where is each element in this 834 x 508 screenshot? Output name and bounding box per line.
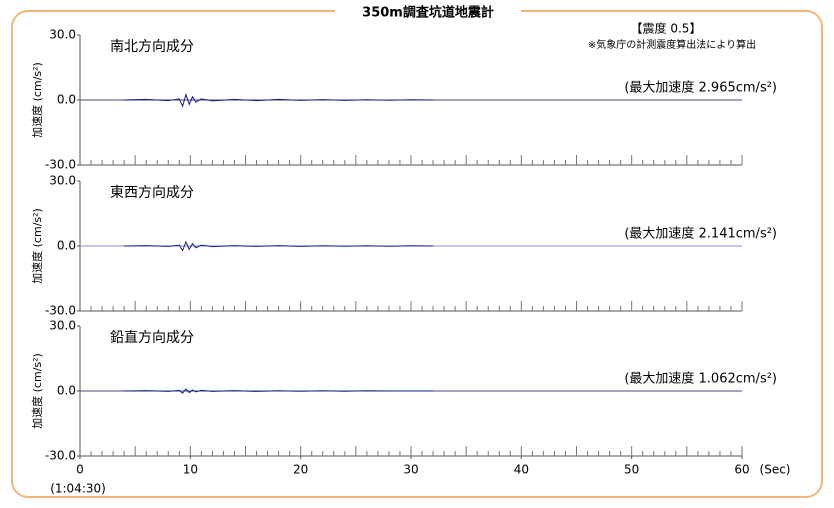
panel-label: 鉛直方向成分 xyxy=(110,329,194,346)
x-tick-label: 60 xyxy=(734,463,749,477)
y-tick-label: 30.0 xyxy=(49,319,76,333)
panel-label: 南北方向成分 xyxy=(110,39,194,55)
intensity: 【震度 0.5】 xyxy=(631,21,702,36)
note: ※気象庁の計測震度算出法により算出 xyxy=(588,38,756,51)
y-axis-label: 加速度 (cm/s²) xyxy=(30,208,44,284)
max-label: (最大加速度 2.965cm/s²) xyxy=(624,80,777,96)
y-axis-label: 加速度 (cm/s²) xyxy=(30,353,44,429)
x-axis-label: (Sec) xyxy=(760,463,791,477)
start-time: (1:04:30) xyxy=(50,482,106,496)
y-tick-label: 0.0 xyxy=(57,93,76,107)
y-tick-label: -30.0 xyxy=(45,304,76,318)
x-tick-label: 0 xyxy=(76,463,84,477)
x-tick-label: 10 xyxy=(183,463,198,477)
x-tick-label: 30 xyxy=(403,463,418,477)
x-tick-label: 40 xyxy=(514,463,529,477)
y-axis-label: 加速度 (cm/s²) xyxy=(30,62,44,138)
x-tick-label: 20 xyxy=(293,463,308,477)
trace xyxy=(124,240,434,252)
max-label: (最大加速度 1.062cm/s²) xyxy=(624,371,777,387)
y-tick-label: 0.0 xyxy=(57,239,76,253)
y-tick-label: -30.0 xyxy=(45,449,76,463)
panel-label: 東西方向成分 xyxy=(110,185,194,201)
x-tick-label: 50 xyxy=(624,463,639,477)
title-bg xyxy=(335,3,521,21)
y-tick-label: -30.0 xyxy=(45,158,76,172)
trace xyxy=(124,388,434,394)
y-tick-label: 30.0 xyxy=(49,28,76,42)
y-tick-label: 0.0 xyxy=(57,384,76,398)
trace xyxy=(124,92,434,108)
y-tick-label: 30.0 xyxy=(49,174,76,188)
max-label: (最大加速度 2.141cm/s²) xyxy=(624,226,777,242)
chart-title: 350m調査坑道地震計 xyxy=(362,5,494,21)
